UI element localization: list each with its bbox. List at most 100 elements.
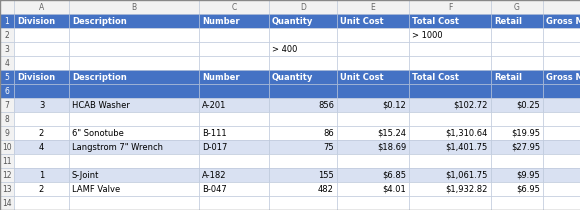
Text: Quantity: Quantity (272, 17, 313, 25)
Bar (491, 84, 543, 98)
Bar (543, 168, 580, 182)
Text: 75: 75 (324, 143, 334, 151)
Bar (409, 182, 491, 196)
Bar (69, 70, 199, 84)
Text: A-201: A-201 (202, 101, 226, 109)
Bar (337, 140, 409, 154)
Bar (491, 98, 543, 112)
Bar (14, 182, 69, 196)
Text: > 1000: > 1000 (412, 30, 443, 39)
Bar (337, 0, 409, 14)
Text: $27.95: $27.95 (511, 143, 540, 151)
Bar (543, 154, 580, 168)
Bar (269, 196, 337, 210)
Text: $1,932.82: $1,932.82 (445, 185, 488, 193)
Text: S-Joint: S-Joint (72, 171, 99, 180)
Bar (269, 112, 337, 126)
Text: 2: 2 (39, 129, 44, 138)
Bar (14, 140, 69, 154)
Bar (543, 42, 580, 56)
Text: Total Cost: Total Cost (412, 72, 459, 81)
Bar (69, 56, 199, 70)
Bar (337, 196, 409, 210)
Bar (409, 70, 491, 84)
Bar (14, 112, 69, 126)
Text: 2: 2 (39, 185, 44, 193)
Bar (69, 154, 199, 168)
Bar (0, 98, 14, 112)
Bar (14, 196, 69, 210)
Bar (543, 84, 580, 98)
Text: Unit Cost: Unit Cost (340, 17, 383, 25)
Text: $15.24: $15.24 (377, 129, 406, 138)
Bar (69, 126, 199, 140)
Bar (491, 0, 543, 14)
Bar (14, 168, 69, 182)
Bar (0, 196, 14, 210)
Text: 7: 7 (5, 101, 9, 109)
Text: 4: 4 (39, 143, 44, 151)
Text: 3: 3 (39, 101, 44, 109)
Text: 4: 4 (5, 59, 9, 67)
Bar (337, 112, 409, 126)
Bar (337, 42, 409, 56)
Bar (543, 196, 580, 210)
Bar (491, 126, 543, 140)
Bar (269, 98, 337, 112)
Bar (199, 126, 269, 140)
Bar (491, 28, 543, 42)
Bar (199, 42, 269, 56)
Text: 2: 2 (5, 30, 9, 39)
Bar (69, 14, 199, 28)
Text: 155: 155 (318, 171, 334, 180)
Bar (199, 84, 269, 98)
Bar (69, 0, 199, 14)
Bar (269, 182, 337, 196)
Bar (491, 140, 543, 154)
Text: 482: 482 (318, 185, 334, 193)
Text: $18.69: $18.69 (377, 143, 406, 151)
Bar (337, 14, 409, 28)
Bar (543, 70, 580, 84)
Bar (269, 154, 337, 168)
Bar (337, 182, 409, 196)
Bar (269, 0, 337, 14)
Bar (69, 42, 199, 56)
Bar (409, 14, 491, 28)
Bar (543, 28, 580, 42)
Text: Division: Division (17, 72, 55, 81)
Bar (14, 42, 69, 56)
Bar (337, 70, 409, 84)
Bar (491, 154, 543, 168)
Text: Quantity: Quantity (272, 72, 313, 81)
Bar (14, 126, 69, 140)
Text: A-182: A-182 (202, 171, 227, 180)
Text: B: B (132, 3, 136, 12)
Bar (69, 28, 199, 42)
Text: 14: 14 (2, 198, 12, 207)
Bar (337, 154, 409, 168)
Bar (337, 28, 409, 42)
Text: B-111: B-111 (202, 129, 227, 138)
Bar (491, 112, 543, 126)
Bar (543, 56, 580, 70)
Text: $1,310.64: $1,310.64 (445, 129, 488, 138)
Bar (199, 0, 269, 14)
Text: $4.01: $4.01 (382, 185, 406, 193)
Text: 11: 11 (2, 156, 12, 165)
Bar (409, 98, 491, 112)
Bar (269, 168, 337, 182)
Bar (409, 196, 491, 210)
Bar (337, 126, 409, 140)
Bar (543, 112, 580, 126)
Bar (69, 84, 199, 98)
Bar (491, 182, 543, 196)
Bar (0, 126, 14, 140)
Bar (0, 84, 14, 98)
Bar (409, 28, 491, 42)
Bar (543, 0, 580, 14)
Text: 8: 8 (5, 114, 9, 123)
Bar (199, 182, 269, 196)
Bar (337, 168, 409, 182)
Text: $102.72: $102.72 (454, 101, 488, 109)
